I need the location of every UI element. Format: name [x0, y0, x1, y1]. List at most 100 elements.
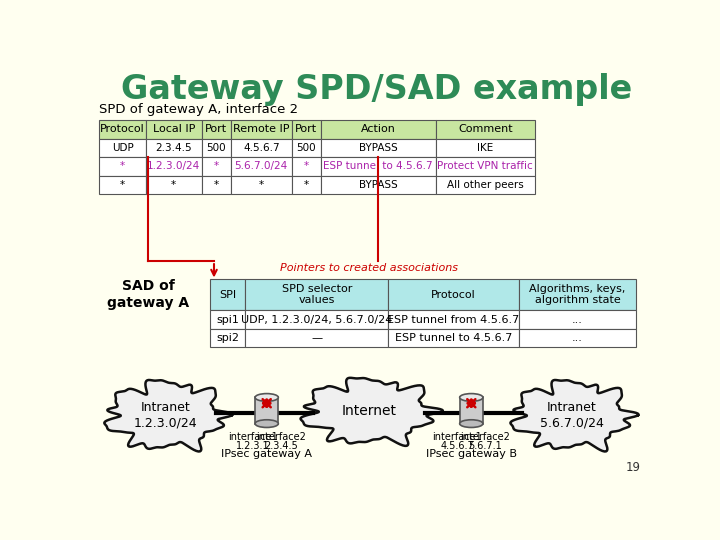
Bar: [202, 139, 231, 157]
Bar: [145, 139, 202, 157]
Text: *: *: [171, 180, 176, 190]
Text: interface2: interface2: [460, 432, 510, 442]
Bar: [202, 157, 231, 176]
Bar: [321, 176, 436, 194]
Bar: [292, 120, 321, 139]
Text: 4.5.6.7: 4.5.6.7: [441, 441, 474, 450]
Bar: [231, 176, 292, 194]
Text: *: *: [214, 180, 219, 190]
Text: 1.2.3.1: 1.2.3.1: [236, 441, 269, 450]
Bar: [459, 397, 483, 423]
Bar: [388, 310, 518, 329]
Ellipse shape: [459, 420, 483, 428]
Text: Algorithms, keys,
algorithm state: Algorithms, keys, algorithm state: [529, 284, 626, 305]
Bar: [292, 157, 321, 176]
Text: Internet: Internet: [341, 404, 397, 418]
Text: 2.3.4.5: 2.3.4.5: [264, 441, 297, 450]
Text: interface1: interface1: [433, 432, 482, 442]
Text: *: *: [304, 180, 309, 190]
Text: spi1: spi1: [216, 314, 239, 325]
Text: 2.3.4.5: 2.3.4.5: [156, 143, 192, 153]
Text: ESP tunnel from 4.5.6.7: ESP tunnel from 4.5.6.7: [387, 314, 520, 325]
Text: SPD selector
values: SPD selector values: [282, 284, 352, 305]
Text: 5.6.7.0/24: 5.6.7.0/24: [235, 161, 288, 171]
Polygon shape: [510, 380, 639, 451]
Bar: [210, 310, 245, 329]
Bar: [518, 279, 636, 310]
Text: interface2: interface2: [256, 432, 305, 442]
Text: *: *: [120, 161, 125, 171]
Text: Remote IP: Remote IP: [233, 125, 289, 134]
Text: All other peers: All other peers: [447, 180, 523, 190]
Text: Pointers to created associations: Pointers to created associations: [280, 263, 458, 273]
Text: SPI: SPI: [219, 289, 236, 300]
Bar: [99, 176, 145, 194]
Text: Port: Port: [205, 125, 228, 134]
Bar: [436, 139, 535, 157]
Bar: [436, 176, 535, 194]
Text: SAD of
gateway A: SAD of gateway A: [107, 280, 189, 309]
Bar: [321, 120, 436, 139]
Text: Comment: Comment: [458, 125, 513, 134]
Bar: [388, 329, 518, 347]
Text: ESP tunnel to 4.5.6.7: ESP tunnel to 4.5.6.7: [395, 333, 512, 343]
Text: UDP: UDP: [112, 143, 133, 153]
Text: ESP tunnel to 4.5.6.7: ESP tunnel to 4.5.6.7: [323, 161, 433, 171]
Text: ...: ...: [572, 333, 583, 343]
Bar: [436, 120, 535, 139]
Text: Intranet
5.6.7.0/24: Intranet 5.6.7.0/24: [540, 401, 604, 429]
Text: BYPASS: BYPASS: [359, 143, 397, 153]
Text: Gateway SPD/SAD example: Gateway SPD/SAD example: [121, 73, 632, 106]
Text: Action: Action: [361, 125, 396, 134]
Text: *: *: [120, 180, 125, 190]
Bar: [255, 397, 279, 423]
Bar: [292, 176, 321, 194]
Bar: [99, 139, 145, 157]
Text: 4.5.6.7: 4.5.6.7: [243, 143, 279, 153]
Bar: [99, 157, 145, 176]
Bar: [145, 176, 202, 194]
Text: UDP, 1.2.3.0/24, 5.6.7.0/24: UDP, 1.2.3.0/24, 5.6.7.0/24: [241, 314, 392, 325]
Bar: [99, 120, 145, 139]
Bar: [321, 157, 436, 176]
Bar: [145, 120, 202, 139]
Text: 5.6.7.1: 5.6.7.1: [469, 441, 502, 450]
Text: 19: 19: [625, 462, 640, 475]
Text: —: —: [311, 333, 323, 343]
Text: 500: 500: [297, 143, 316, 153]
Text: ...: ...: [572, 314, 583, 325]
Bar: [292, 139, 321, 157]
Bar: [245, 310, 388, 329]
Ellipse shape: [459, 394, 483, 401]
Text: Protect VPN traffic: Protect VPN traffic: [437, 161, 533, 171]
Bar: [231, 139, 292, 157]
Text: IPsec gateway A: IPsec gateway A: [221, 449, 312, 459]
Ellipse shape: [255, 394, 279, 401]
Bar: [231, 120, 292, 139]
Bar: [231, 157, 292, 176]
Bar: [245, 329, 388, 347]
Text: *: *: [258, 180, 264, 190]
Text: BYPASS: BYPASS: [359, 180, 397, 190]
Bar: [436, 157, 535, 176]
Bar: [321, 139, 436, 157]
Polygon shape: [104, 380, 233, 451]
Text: Port: Port: [295, 125, 318, 134]
Text: IPsec gateway B: IPsec gateway B: [426, 449, 517, 459]
Text: spi2: spi2: [216, 333, 239, 343]
Text: *: *: [214, 161, 219, 171]
Bar: [202, 120, 231, 139]
Bar: [245, 279, 388, 310]
Text: Intranet
1.2.3.0/24: Intranet 1.2.3.0/24: [134, 401, 198, 429]
Text: Protocol: Protocol: [431, 289, 476, 300]
Text: IKE: IKE: [477, 143, 493, 153]
Polygon shape: [300, 378, 443, 446]
Bar: [518, 329, 636, 347]
Ellipse shape: [255, 420, 279, 428]
Text: Protocol: Protocol: [100, 125, 145, 134]
Bar: [388, 279, 518, 310]
Bar: [518, 310, 636, 329]
Text: interface1: interface1: [228, 432, 278, 442]
Bar: [202, 176, 231, 194]
Text: 1.2.3.0/24: 1.2.3.0/24: [147, 161, 200, 171]
